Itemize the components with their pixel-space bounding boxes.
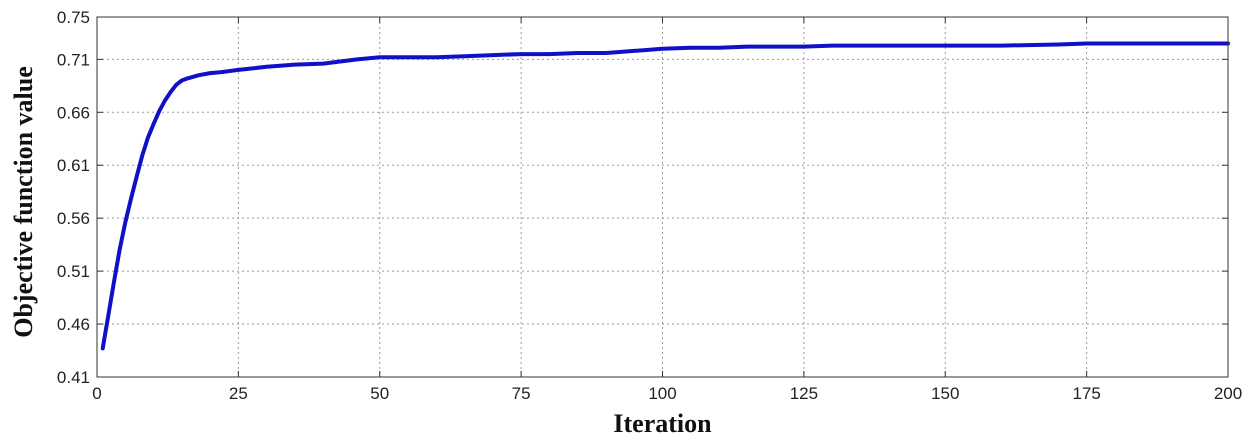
y-tick-label: 0.71 — [57, 50, 90, 69]
y-tick-label: 0.61 — [57, 156, 90, 175]
x-tick-label: 200 — [1214, 384, 1242, 403]
series-line — [100, 41, 1230, 351]
axis-ticks: 0 25 50 75 100 125 150 175 200 0.41 0.46 0.51 0.56 0.… — [57, 8, 1242, 403]
x-tick-label: 0 — [92, 384, 101, 403]
grid — [97, 17, 1228, 377]
x-tick-label: 150 — [931, 384, 959, 403]
y-tick-label: 0.46 — [57, 315, 90, 334]
y-tick-label: 0.66 — [57, 103, 90, 122]
x-tick-label: 175 — [1072, 384, 1100, 403]
x-tick-label: 50 — [370, 384, 389, 403]
y-axis-title: Objective function value — [9, 66, 38, 338]
x-axis-title: Iteration — [613, 409, 712, 438]
x-tick-label: 25 — [229, 384, 248, 403]
y-tick-label: 0.75 — [57, 8, 90, 27]
x-tick-label: 100 — [648, 384, 676, 403]
x-tick-label: 125 — [790, 384, 818, 403]
series-layer — [100, 41, 1230, 351]
y-tick-label: 0.51 — [57, 262, 90, 281]
x-tick-label: 75 — [512, 384, 531, 403]
y-tick-label: 0.56 — [57, 209, 90, 228]
y-tick-label: 0.41 — [57, 368, 90, 387]
